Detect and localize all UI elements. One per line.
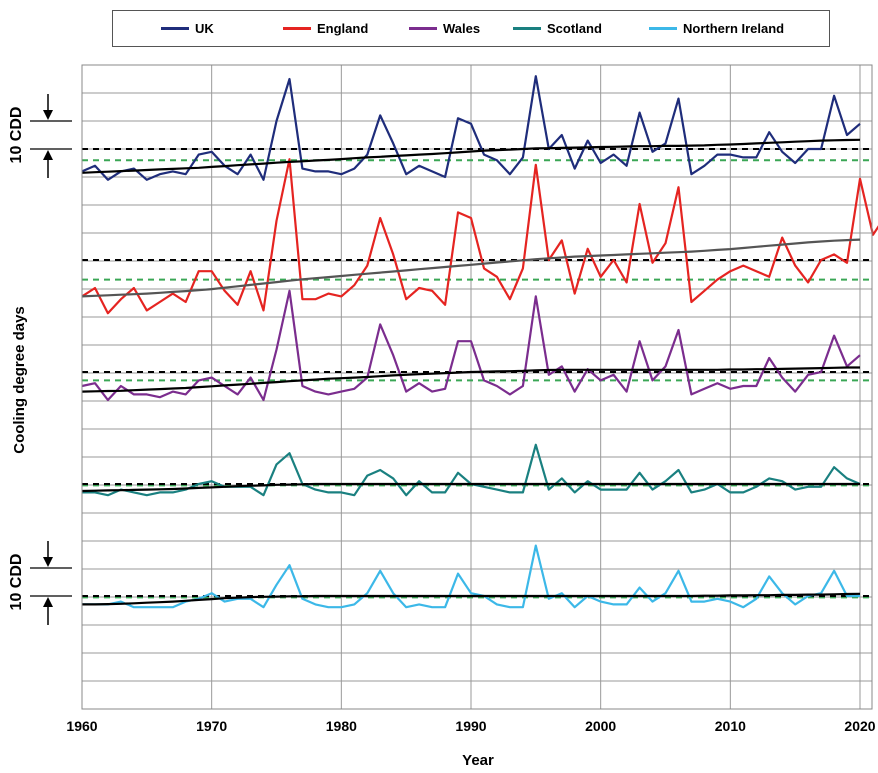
series-line-wales [81, 289, 861, 402]
legend-label-wales: Wales [443, 21, 481, 36]
legend-label-northern-ireland: Northern Ireland [683, 21, 785, 36]
scale-label-bottom: 10 CDD [8, 554, 25, 611]
legend-item-scotland: Scotland [513, 21, 602, 36]
legend-item-northern-ireland: Northern Ireland [649, 21, 784, 36]
legend: UK England Wales Scotland Northern Irela… [112, 10, 830, 47]
legend-swatch-scotland [513, 27, 541, 30]
trend-line-scotland [81, 482, 860, 493]
legend-swatch-uk [161, 27, 189, 30]
x-tick-label: 1970 [196, 718, 227, 734]
series-lines [81, 75, 878, 609]
legend-item-england: England [283, 21, 368, 36]
x-axis-title: Year [462, 752, 494, 769]
legend-swatch-wales [409, 27, 437, 30]
x-tick-labels: 1960 1970 1980 1990 2000 2010 2020 [66, 718, 875, 734]
legend-item-uk: UK [161, 21, 214, 36]
legend-swatch-northern-ireland [649, 27, 677, 30]
trend-line-uk [81, 138, 861, 174]
trend-line-wales [81, 366, 860, 393]
legend-label-scotland: Scotland [547, 21, 602, 36]
series-line-uk [81, 75, 861, 181]
x-tick-label: 2020 [844, 718, 875, 734]
scale-label-top: 10 CDD [8, 107, 25, 164]
scale-indicator-bottom: 10 CDD [8, 541, 72, 625]
series-line-northern-ireland [82, 544, 860, 609]
x-tick-label: 1980 [326, 718, 357, 734]
legend-label-uk: UK [195, 21, 214, 36]
legend-label-england: England [317, 21, 369, 36]
x-tick-label: 2010 [715, 718, 746, 734]
y-axis-title: Cooling degree days [11, 306, 28, 454]
x-tick-label: 2000 [585, 718, 616, 734]
scale-indicator-top: 10 CDD [8, 94, 72, 178]
legend-swatch-england [283, 27, 311, 30]
x-tick-label: 1960 [66, 718, 97, 734]
trend-lines [81, 138, 861, 606]
trend-line-england [81, 238, 861, 298]
trend-line-northern-ireland [82, 592, 861, 606]
x-tick-label: 1990 [455, 718, 486, 734]
legend-item-wales: Wales [409, 21, 480, 36]
plot-frame [81, 64, 873, 710]
series-line-england [81, 158, 878, 315]
